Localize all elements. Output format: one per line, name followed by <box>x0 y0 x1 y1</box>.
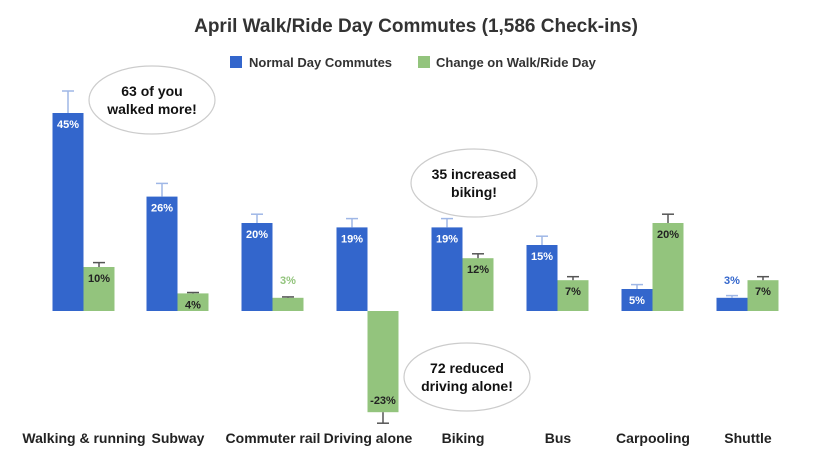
bar-normal-biking <box>431 227 463 311</box>
value-label-normal-subway: 26% <box>151 203 173 215</box>
legend-swatch-normal <box>230 56 242 68</box>
category-label-biking: Biking <box>442 430 485 446</box>
bar-change-carpooling <box>652 223 684 311</box>
category-label-shuttle: Shuttle <box>724 430 772 446</box>
annotation-bubble-2 <box>410 148 538 218</box>
bar-normal-subway <box>146 196 178 311</box>
bars-group <box>52 113 779 413</box>
bar-change-walking-running <box>83 267 115 311</box>
value-label-change-biking: 12% <box>467 264 489 276</box>
value-label-normal-biking: 19% <box>436 233 458 245</box>
value-label-normal-walking-running: 45% <box>57 119 79 131</box>
value-label-change-carpooling: 20% <box>657 229 679 241</box>
annotation-text-1-line-2: walked more! <box>106 101 196 117</box>
annotation-text-2-line-2: biking! <box>451 184 497 200</box>
bar-normal-driving-alone <box>336 227 368 311</box>
annotation-text-3-line-1: 72 reduced <box>430 360 504 376</box>
category-labels-group: Walking & running Subway Commuter rail Driv… <box>22 430 771 446</box>
value-label-change-commuter-rail: 3% <box>280 275 296 287</box>
annotation-text-3-line-2: driving alone! <box>421 378 513 394</box>
value-label-change-driving-alone: -23% <box>370 395 396 407</box>
bar-normal-commuter-rail <box>241 223 273 311</box>
value-label-change-shuttle: 7% <box>755 286 771 298</box>
bar-change-commuter-rail <box>272 297 304 311</box>
annotations-group: 63 of you walked more! 35 increased biking!… <box>88 65 538 412</box>
value-label-normal-commuter-rail: 20% <box>246 229 268 241</box>
bar-normal-carpooling <box>621 289 653 311</box>
bar-change-subway <box>177 293 209 311</box>
value-label-normal-driving-alone: 19% <box>341 233 363 245</box>
value-label-change-subway: 4% <box>185 299 201 311</box>
bar-change-biking <box>462 258 494 311</box>
legend: Normal Day Commutes Change on Walk/Ride … <box>230 55 597 70</box>
value-label-normal-shuttle: 3% <box>724 275 740 287</box>
bar-change-shuttle <box>747 280 779 311</box>
value-label-normal-carpooling: 5% <box>629 295 645 307</box>
annotation-bubble-3 <box>403 342 531 412</box>
error-bars-group <box>62 90 769 424</box>
legend-label-normal: Normal Day Commutes <box>249 55 392 70</box>
bar-normal-walking-running <box>52 113 84 311</box>
category-label-walking-running: Walking & running <box>22 430 145 446</box>
legend-label-change: Change on Walk/Ride Day <box>436 55 597 70</box>
category-label-subway: Subway <box>152 430 205 446</box>
bar-normal-shuttle <box>716 297 748 311</box>
annotation-text-2-line-1: 35 increased <box>432 166 517 182</box>
value-label-change-bus: 7% <box>565 286 581 298</box>
category-label-carpooling: Carpooling <box>616 430 690 446</box>
bar-change-driving-alone <box>367 311 399 413</box>
bar-normal-bus <box>526 245 558 311</box>
value-label-change-walking-running: 10% <box>88 273 110 285</box>
value-label-normal-bus: 15% <box>531 251 553 263</box>
category-label-commuter-rail: Commuter rail <box>226 430 321 446</box>
annotation-bubble-1 <box>88 65 216 135</box>
annotation-text-1-line-1: 63 of you <box>121 83 182 99</box>
category-label-driving-alone: Driving alone <box>324 430 413 446</box>
bar-change-bus <box>557 280 589 311</box>
legend-swatch-change <box>418 56 430 68</box>
value-labels-group: 45% 10% 26% 4% 20% 3% 19% -23% 19% 12% 15% 7% 5% 20% 3… <box>57 119 771 407</box>
category-label-bus: Bus <box>545 430 572 446</box>
chart-title: April Walk/Ride Day Commutes (1,586 Chec… <box>194 16 638 37</box>
